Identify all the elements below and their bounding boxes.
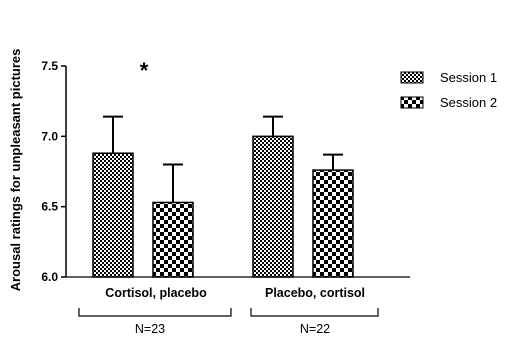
legend-label-session-1: Session 1 xyxy=(440,70,497,85)
y-axis-label: Arousal ratings for unpleasant pictures xyxy=(8,49,23,292)
y-tick-label: 7.5 xyxy=(41,59,58,73)
legend: Session 1 Session 2 xyxy=(400,70,497,110)
significance-marker: * xyxy=(140,58,149,83)
legend-label-session-2: Session 2 xyxy=(440,95,497,110)
group-n-label-1: N=23 xyxy=(135,322,165,336)
bars xyxy=(92,115,354,278)
group-n-label-2: N=22 xyxy=(300,322,330,336)
group-bracket-1 xyxy=(78,308,232,317)
y-axis: 6.0 6.5 7.0 7.5 xyxy=(41,59,67,284)
category-label-placebo-cortisol: Placebo, cortisol xyxy=(265,286,365,300)
bar-session-1 xyxy=(252,135,294,278)
legend-swatch-session-1 xyxy=(400,71,424,84)
bar-session-2 xyxy=(312,169,354,278)
bar-session-2 xyxy=(152,201,194,278)
bar-session-1 xyxy=(92,152,134,278)
y-tick-label: 6.0 xyxy=(41,270,58,284)
legend-swatch-session-2 xyxy=(400,96,424,109)
y-tick-label: 7.0 xyxy=(41,129,58,143)
group-bracket-2 xyxy=(250,308,379,317)
y-tick-label: 6.5 xyxy=(41,200,58,214)
category-label-cortisol-placebo: Cortisol, placebo xyxy=(105,286,207,300)
